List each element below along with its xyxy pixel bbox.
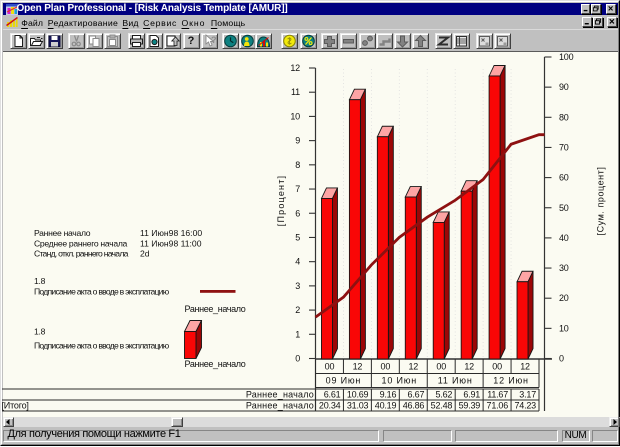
svg-text:?: ? <box>211 35 217 45</box>
svg-text:Раннее_начало: Раннее_начало <box>185 304 246 314</box>
svg-text:4: 4 <box>295 257 300 267</box>
svg-text:9.16: 9.16 <box>380 390 397 400</box>
svg-text:10: 10 <box>290 111 300 121</box>
svg-text:00: 00 <box>381 362 391 372</box>
svg-text:Подписание акта о вводе в эксп: Подписание акта о вводе в эксплатацию <box>34 340 170 350</box>
svg-text:60: 60 <box>559 173 569 183</box>
svg-text:11: 11 <box>291 87 300 97</box>
svg-text:0: 0 <box>295 354 300 364</box>
svg-text:6.67: 6.67 <box>408 390 425 400</box>
svg-text:09 Июн: 09 Июн <box>326 376 362 386</box>
svg-text:8: 8 <box>295 160 300 170</box>
svg-text:46.86: 46.86 <box>403 401 425 411</box>
svg-text:3: 3 <box>295 281 300 291</box>
svg-text:11 Июн98 11:00: 11 Июн98 11:00 <box>140 238 202 248</box>
svg-text:70: 70 <box>559 142 569 152</box>
svg-text:6.61: 6.61 <box>324 390 341 400</box>
svg-text:40: 40 <box>559 233 569 243</box>
svg-text:30: 30 <box>559 263 569 273</box>
svg-text:[Процент]: [Процент] <box>276 175 286 226</box>
svg-text:11.67: 11.67 <box>487 390 508 400</box>
svg-text:0: 0 <box>559 354 564 364</box>
svg-text:[Итого]: [Итого] <box>2 401 29 411</box>
svg-text:7: 7 <box>295 184 300 194</box>
svg-text:12: 12 <box>520 362 530 372</box>
svg-text:3.17: 3.17 <box>519 390 536 400</box>
svg-text:1: 1 <box>295 329 300 339</box>
svg-text:Раннее_начало: Раннее_начало <box>185 359 246 369</box>
svg-text:6.91: 6.91 <box>463 390 480 400</box>
svg-text:00: 00 <box>492 362 502 372</box>
svg-text:2d: 2d <box>140 249 150 259</box>
svg-text:Раннее начало: Раннее начало <box>34 228 91 238</box>
svg-text:1.8: 1.8 <box>34 327 46 337</box>
svg-text:12: 12 <box>464 362 474 372</box>
svg-text:20.34: 20.34 <box>319 401 341 411</box>
svg-text:74.23: 74.23 <box>514 401 536 411</box>
svg-text:10.69: 10.69 <box>347 390 369 400</box>
svg-text:11 Июн98 16:00: 11 Июн98 16:00 <box>140 228 202 238</box>
svg-text:31.03: 31.03 <box>347 401 369 411</box>
svg-text:6: 6 <box>295 208 300 218</box>
svg-text:10: 10 <box>559 323 569 333</box>
svg-text:11 Июн: 11 Июн <box>438 376 473 386</box>
svg-text:[Сум. процент]: [Сум. процент] <box>596 167 606 236</box>
svg-text:Раннее_начало: Раннее_начало <box>246 390 314 400</box>
svg-text:2: 2 <box>295 305 300 315</box>
svg-text:100: 100 <box>559 52 574 62</box>
svg-text:5.62: 5.62 <box>435 390 452 400</box>
svg-text:10 Июн: 10 Июн <box>382 376 418 386</box>
svg-text:Подписание акта о вводе в эксп: Подписание акта о вводе в эксплатацию <box>34 287 170 297</box>
svg-text:Станд. откл. раннего начала: Станд. откл. раннего начала <box>34 249 129 259</box>
svg-text:40.19: 40.19 <box>375 401 397 411</box>
svg-text:50: 50 <box>559 203 569 213</box>
svg-text:59.39: 59.39 <box>459 401 481 411</box>
svg-text:12: 12 <box>353 362 363 372</box>
svg-text:80: 80 <box>559 112 569 122</box>
svg-text:00: 00 <box>325 362 335 372</box>
svg-text:12 Июн: 12 Июн <box>493 376 529 386</box>
svg-text:9: 9 <box>295 136 300 146</box>
svg-text:5: 5 <box>295 232 300 242</box>
svg-text:12: 12 <box>290 63 300 73</box>
svg-text:00: 00 <box>436 362 446 372</box>
svg-text:90: 90 <box>559 82 569 92</box>
svg-text:12: 12 <box>408 362 418 372</box>
svg-text:Раннее_начало: Раннее_начало <box>246 401 314 411</box>
svg-text:1.8: 1.8 <box>34 276 46 286</box>
svg-text:20: 20 <box>559 293 569 303</box>
svg-text:Среднее раннего начала: Среднее раннего начала <box>34 238 128 248</box>
svg-text:71.06: 71.06 <box>487 401 509 411</box>
svg-text:52.48: 52.48 <box>431 401 453 411</box>
